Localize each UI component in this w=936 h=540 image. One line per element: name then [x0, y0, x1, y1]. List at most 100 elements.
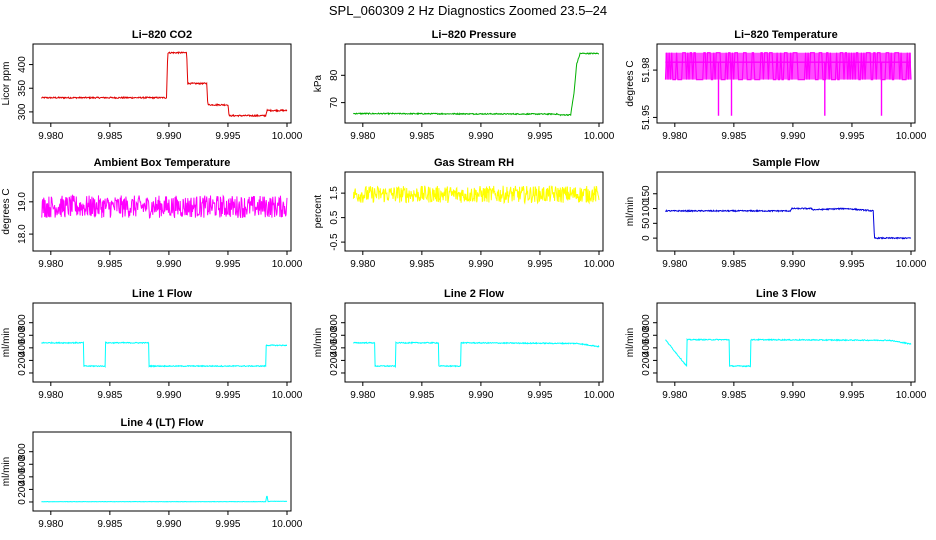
- plot-frame: [656, 171, 916, 252]
- panel-title: Ambient Box Temperature: [94, 157, 231, 169]
- x-tick-label: 10.000: [896, 390, 927, 401]
- x-tick-label: 9.995: [215, 390, 240, 401]
- plot-frame: [32, 43, 292, 124]
- y-tick-label: 51.95: [641, 104, 652, 129]
- y-axis-label: Licor ppm: [1, 62, 12, 106]
- series: [41, 51, 288, 118]
- panel-3: Li−820 Temperature degrees C 9.980 9.985 9.9…: [625, 29, 927, 142]
- y-tick-label: 800: [17, 314, 28, 331]
- series-line: [41, 194, 288, 219]
- panel-7: Line 1 Flow ml/min 9.980 9.985 9.990 9.995 10.…: [1, 288, 303, 401]
- panel-1: Li−820 CO2 Licor ppm 9.980 9.985 9.990 9.995 1…: [1, 29, 303, 142]
- series-fill: [665, 52, 911, 80]
- plot-frame: [344, 171, 604, 252]
- series-line: [41, 340, 287, 369]
- series: [353, 52, 599, 117]
- panel-6: Sample Flow ml/min 9.980 9.985 9.990 9.995 10.…: [625, 157, 927, 270]
- x-tick-label: 9.995: [215, 131, 240, 142]
- panel-title: Line 3 Flow: [756, 288, 816, 300]
- y-tick-label: 600: [17, 326, 28, 343]
- y-axis-label: degrees C: [625, 60, 636, 106]
- series-line: [352, 185, 600, 205]
- x-tick-label: 9.990: [156, 390, 181, 401]
- series-line: [353, 52, 599, 117]
- y-tick-label: 19.0: [17, 192, 28, 212]
- y-tick-label: 0.5: [329, 210, 340, 224]
- y-tick-label: 200: [17, 352, 28, 369]
- x-tick-label: 9.985: [409, 390, 434, 401]
- x-tick-label: 9.990: [468, 131, 493, 142]
- panel-title: Sample Flow: [752, 157, 820, 169]
- series: [665, 337, 912, 368]
- y-tick-label: 150: [641, 185, 652, 202]
- series-line: [665, 337, 912, 368]
- x-tick-label: 9.990: [780, 131, 805, 142]
- y-tick-label: 0: [641, 370, 652, 376]
- panel-5: Gas Stream RH percent 9.980 9.985 9.990 9.995…: [313, 157, 615, 270]
- x-tick-label: 9.990: [780, 390, 805, 401]
- y-tick-label: 300: [17, 103, 28, 120]
- y-tick-label: 51.98: [641, 57, 652, 82]
- y-tick-label: 400: [17, 339, 28, 356]
- panel-9: Line 3 Flow ml/min 9.980 9.985 9.990 9.995 10.…: [625, 288, 927, 401]
- x-tick-label: 9.985: [97, 259, 122, 270]
- y-tick-label: 400: [17, 56, 28, 73]
- plot-frame: [656, 302, 916, 383]
- panel-title: Li−820 Temperature: [734, 29, 837, 41]
- plot-frame: [32, 302, 292, 383]
- x-tick-label: 9.995: [839, 259, 864, 270]
- y-tick-label: 200: [17, 481, 28, 498]
- x-tick-label: 9.990: [468, 259, 493, 270]
- y-axis-label: ml/min: [625, 197, 636, 226]
- x-tick-label: 9.980: [350, 131, 375, 142]
- x-tick-label: 9.985: [409, 259, 434, 270]
- panels: Li−820 CO2 Licor ppm 9.980 9.985 9.990 9.995 1…: [1, 29, 927, 530]
- plot-frame: [344, 302, 604, 383]
- x-tick-label: 9.995: [527, 390, 552, 401]
- y-axis-label: ml/min: [313, 328, 324, 357]
- panel-title: Gas Stream RH: [434, 157, 514, 169]
- y-tick-label: 400: [329, 339, 340, 356]
- x-tick-label: 9.980: [662, 259, 687, 270]
- x-tick-label: 9.980: [38, 131, 63, 142]
- x-tick-label: 9.980: [350, 259, 375, 270]
- y-tick-label: 50: [641, 217, 652, 229]
- x-tick-label: 9.990: [156, 259, 181, 270]
- series: [353, 341, 600, 369]
- x-tick-label: 10.000: [272, 519, 303, 530]
- plot-frame: [32, 171, 292, 252]
- panel-10: Line 4 (LT) Flow ml/min 9.980 9.985 9.990 9.9…: [1, 417, 303, 530]
- x-tick-label: 9.990: [468, 390, 493, 401]
- x-tick-label: 9.985: [721, 131, 746, 142]
- series: [352, 185, 600, 205]
- x-tick-label: 10.000: [272, 390, 303, 401]
- x-tick-label: 9.980: [350, 390, 375, 401]
- y-tick-label: 800: [17, 443, 28, 460]
- x-tick-label: 9.985: [97, 131, 122, 142]
- y-tick-label: 100: [641, 200, 652, 217]
- y-tick-label: 800: [329, 314, 340, 331]
- plot-frame: [32, 431, 292, 512]
- x-tick-label: 10.000: [584, 390, 615, 401]
- x-tick-label: 9.985: [409, 131, 434, 142]
- x-tick-label: 9.995: [839, 390, 864, 401]
- y-axis-label: ml/min: [1, 328, 12, 357]
- x-tick-label: 10.000: [272, 259, 303, 270]
- series-line: [41, 495, 288, 503]
- panel-4: Ambient Box Temperature degrees C 9.980 9.9…: [1, 157, 303, 270]
- x-tick-label: 9.990: [780, 259, 805, 270]
- x-tick-label: 9.995: [215, 519, 240, 530]
- y-tick-label: 0: [17, 499, 28, 505]
- x-tick-label: 9.980: [662, 131, 687, 142]
- x-tick-label: 10.000: [584, 259, 615, 270]
- plot-frame: [344, 43, 604, 124]
- x-tick-label: 9.980: [38, 519, 63, 530]
- panel-2: Li−820 Pressure kPa 9.980 9.985 9.990 9.995 10…: [313, 29, 615, 142]
- y-tick-label: 800: [641, 314, 652, 331]
- series-line: [665, 61, 911, 116]
- series: [664, 52, 912, 116]
- x-tick-label: 9.980: [38, 390, 63, 401]
- y-tick-label: 0: [329, 370, 340, 376]
- y-tick-label: -0.5: [329, 233, 340, 251]
